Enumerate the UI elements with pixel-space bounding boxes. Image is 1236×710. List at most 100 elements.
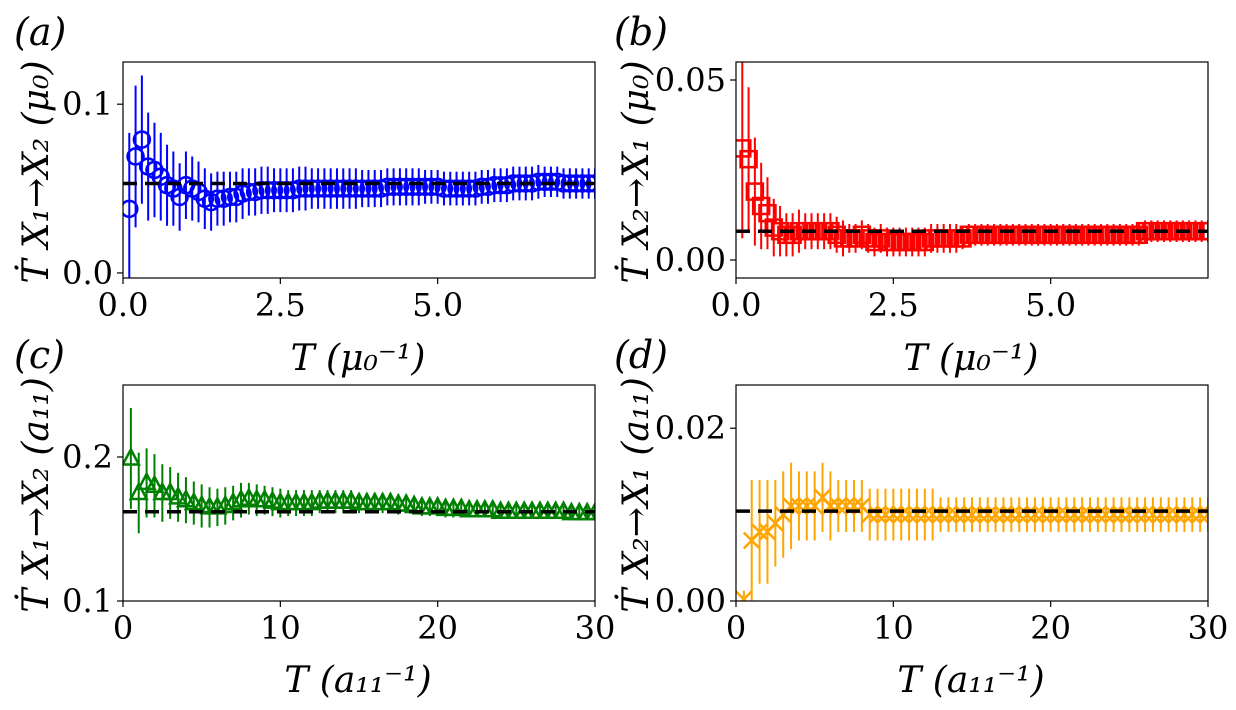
data-point — [453, 179, 473, 198]
panel-b: (b) Ṫ X₂→X₁ (μ₀) T (μ₀⁻¹) 0.0 2.5 5.00.000… — [614, 10, 1209, 379]
data-point — [915, 232, 935, 252]
data-point — [865, 232, 884, 252]
panel-label-d: (d) — [614, 333, 668, 377]
y-tick-label: 0.0 — [62, 254, 113, 292]
axes-frame-d — [735, 384, 1209, 602]
data-point — [264, 181, 284, 200]
data-point — [132, 130, 152, 149]
data-point — [579, 174, 595, 193]
data-point — [892, 505, 911, 524]
data-point — [315, 179, 334, 198]
data-point — [346, 179, 366, 198]
panel-d: (d) Ṫ X₂→X₁ (a₁₁) T (a₁₁⁻¹) 0 10 20 300.000… — [614, 333, 1228, 701]
data-series-d — [736, 462, 1208, 601]
data-point — [352, 179, 372, 198]
data-point — [327, 179, 347, 198]
data-point — [745, 182, 765, 201]
data-point — [1049, 505, 1068, 524]
data-point — [1128, 505, 1147, 524]
data-point — [160, 481, 181, 501]
data-series-b — [736, 62, 1208, 257]
data-point — [378, 177, 397, 197]
data-point — [1073, 505, 1092, 524]
data-point — [1026, 505, 1044, 524]
data-point — [321, 179, 340, 198]
y-tick-label: 0.00 — [655, 241, 726, 279]
data-point — [736, 590, 753, 601]
x-tick-label: 10 — [873, 609, 914, 647]
data-point — [1041, 505, 1060, 524]
data-point — [447, 179, 466, 198]
data-point — [978, 505, 997, 524]
data-point — [1159, 505, 1178, 524]
data-point — [1175, 505, 1194, 524]
x-tick-label: 5.0 — [412, 286, 463, 324]
data-series-a — [123, 75, 595, 278]
y-tick-label: 0.1 — [62, 85, 113, 123]
data-point — [908, 505, 926, 524]
ylabel-a: Ṫ X₁→X₂ (μ₀) — [15, 60, 57, 283]
plot-area-c: 0 10 20 30 0.1 0.2 — [62, 384, 615, 647]
data-point — [144, 474, 165, 494]
data-point — [289, 179, 309, 198]
data-point — [1096, 505, 1115, 524]
data-point — [1136, 505, 1154, 524]
axes-frame-b — [735, 61, 1209, 279]
x-tick-label: 20 — [1030, 609, 1071, 647]
data-point — [459, 179, 479, 198]
xlabel-b: T (μ₀⁻¹) — [904, 338, 1039, 379]
data-point — [359, 179, 378, 198]
ylabel-b: Ṫ X₂→X₁ (μ₀) — [615, 60, 657, 283]
plot-area-d: 0 10 20 30 0.00 0.02 — [655, 384, 1229, 647]
data-point — [123, 446, 141, 466]
x-tick-label: 5.0 — [1025, 286, 1076, 324]
data-point — [220, 187, 240, 207]
data-point — [750, 522, 769, 541]
panel-label-a: (a) — [14, 10, 66, 54]
data-point — [884, 505, 903, 524]
data-point — [1010, 505, 1029, 524]
data-point — [868, 505, 887, 524]
x-tick-label: 0.0 — [98, 286, 149, 324]
x-tick-label: 2.5 — [255, 286, 306, 324]
xlabel-a: T (μ₀⁻¹) — [291, 338, 426, 379]
data-point — [223, 491, 244, 511]
data-point — [308, 179, 328, 198]
data-point — [876, 505, 895, 524]
plot-area-b: 0.0 2.5 5.0 0.00 0.05 — [655, 61, 1209, 324]
xlabel-c: T (a₁₁⁻¹) — [284, 660, 431, 701]
x-tick-label: 0 — [726, 609, 746, 647]
data-point — [970, 505, 989, 524]
y-tick-label: 0.1 — [62, 582, 113, 620]
data-point — [963, 505, 981, 524]
data-point — [1104, 505, 1123, 524]
data-point — [860, 505, 879, 524]
data-point — [758, 203, 777, 223]
data-point — [1183, 505, 1202, 524]
data-point — [208, 189, 227, 208]
x-tick-label: 0 — [113, 609, 133, 647]
data-point — [1065, 505, 1084, 524]
data-point — [900, 505, 918, 524]
data-point — [736, 139, 752, 158]
data-point — [396, 177, 416, 197]
data-point — [947, 505, 966, 524]
data-point — [1151, 505, 1170, 524]
panel-label-c: (c) — [14, 333, 65, 377]
data-point — [434, 179, 454, 198]
data-point — [334, 179, 353, 198]
x-tick-label: 30 — [1188, 609, 1229, 647]
data-point — [1191, 505, 1208, 524]
data-point — [128, 481, 149, 501]
data-point — [1002, 505, 1021, 524]
y-tick-label: 0.05 — [655, 61, 726, 99]
data-point — [403, 177, 422, 197]
data-point — [1129, 225, 1149, 245]
panel-label-b: (b) — [614, 10, 668, 54]
data-point — [931, 505, 950, 524]
axes-frame-c — [122, 384, 596, 602]
data-point — [986, 505, 1005, 524]
panel-c: (c) Ṫ X₁→X₂ (a₁₁) T (a₁₁⁻¹) 0 10 20 30 0.1 0.… — [14, 333, 615, 701]
data-point — [123, 199, 139, 219]
